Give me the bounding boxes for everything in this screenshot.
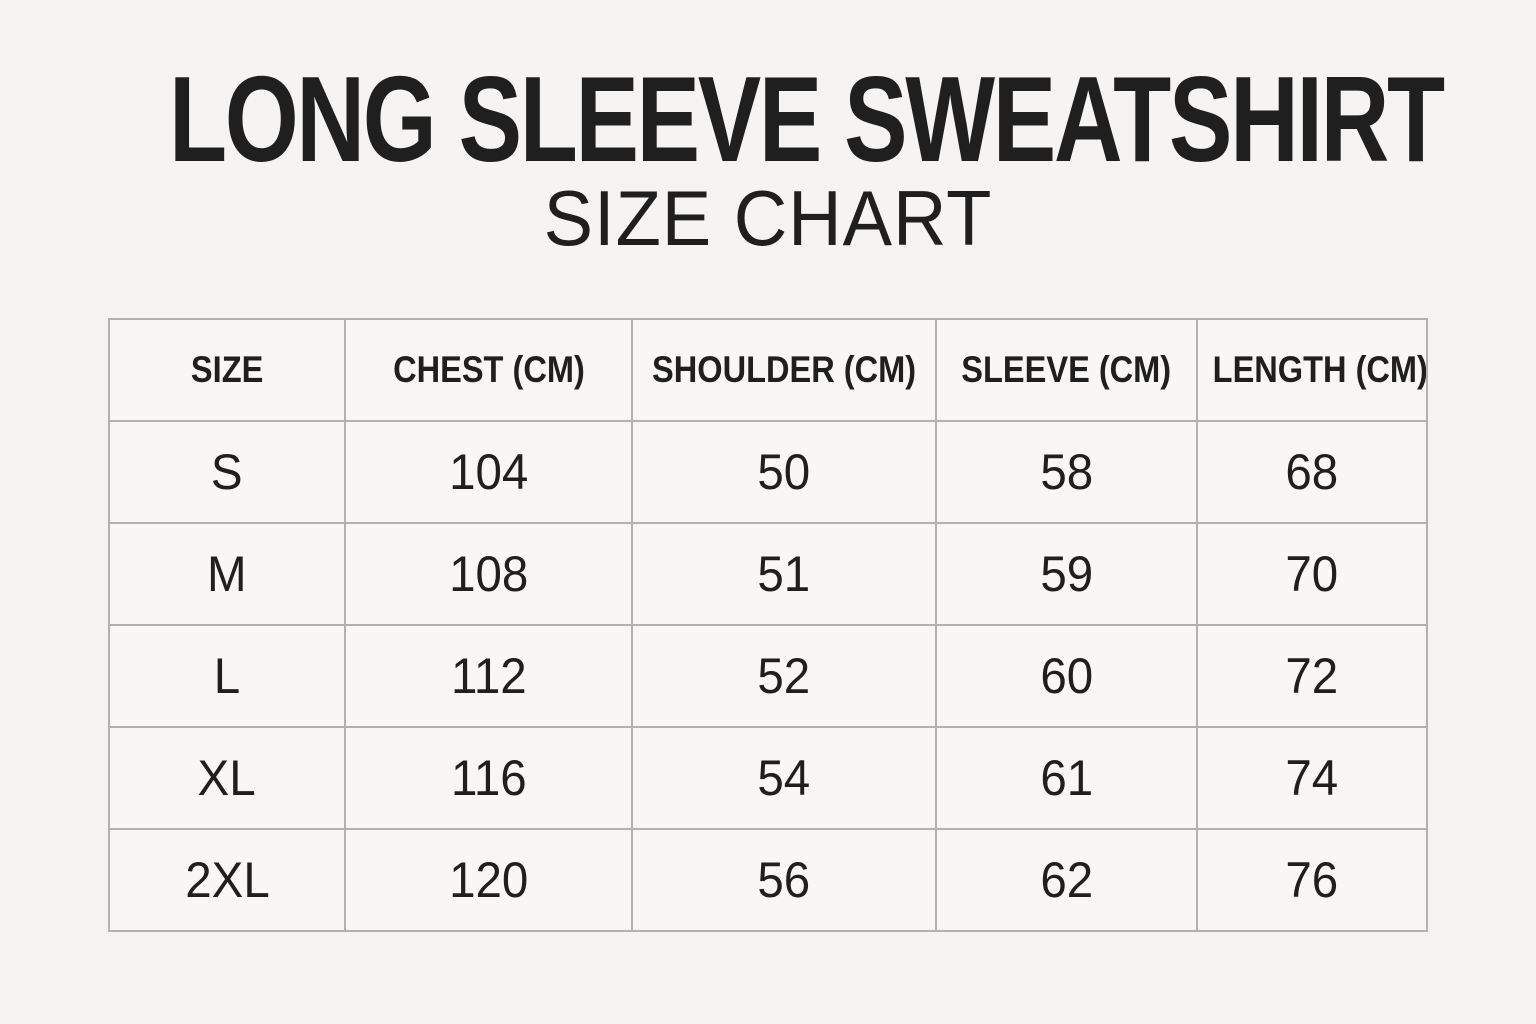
shoulder-value: 50 — [757, 443, 811, 500]
column-header-chest-label: CHEST (CM) — [392, 348, 585, 390]
length-value: 68 — [1285, 443, 1339, 500]
chest-cell: 116 — [344, 725, 633, 830]
size-value: M — [207, 545, 247, 602]
length-cell: 68 — [1196, 419, 1428, 524]
sleeve-cell: 59 — [935, 521, 1198, 626]
column-header-shoulder: SHOULDER (CM) — [631, 317, 937, 422]
shoulder-value: 51 — [757, 545, 811, 602]
sleeve-cell: 62 — [935, 827, 1198, 932]
table-row-l: L 112 52 60 72 — [108, 623, 1428, 728]
sleeve-cell: 60 — [935, 623, 1198, 728]
sleeve-value: 59 — [1040, 545, 1093, 602]
length-value: 72 — [1285, 647, 1339, 704]
column-header-length-label: LENGTH (CM) — [1212, 348, 1427, 390]
column-header-length: LENGTH (CM) — [1196, 317, 1428, 422]
column-header-shoulder-label: SHOULDER (CM) — [651, 348, 917, 390]
shoulder-value: 52 — [757, 647, 811, 704]
shoulder-cell: 51 — [631, 521, 937, 626]
column-header-size: SIZE — [108, 317, 346, 422]
chest-value: 104 — [448, 443, 529, 500]
sleeve-cell: 61 — [935, 725, 1198, 830]
size-cell: XL — [108, 725, 346, 830]
column-header-sleeve-label: SLEEVE (CM) — [961, 348, 1172, 390]
size-cell: 2XL — [108, 827, 346, 932]
shoulder-cell: 54 — [631, 725, 937, 830]
length-cell: 76 — [1196, 827, 1428, 932]
chest-cell: 104 — [344, 419, 633, 524]
chest-value: 108 — [448, 545, 529, 602]
chest-value: 120 — [448, 851, 529, 908]
size-cell: S — [108, 419, 346, 524]
size-value: XL — [197, 749, 257, 806]
sleeve-value: 62 — [1040, 851, 1093, 908]
length-cell: 70 — [1196, 521, 1428, 626]
column-header-sleeve: SLEEVE (CM) — [935, 317, 1198, 422]
size-value: S — [211, 443, 243, 500]
column-header-chest: CHEST (CM) — [344, 317, 633, 422]
length-value: 76 — [1285, 851, 1339, 908]
page-subtitle: SIZE CHART — [543, 174, 993, 263]
sleeve-cell: 58 — [935, 419, 1198, 524]
table-row-m: M 108 51 59 70 — [108, 521, 1428, 626]
shoulder-cell: 50 — [631, 419, 937, 524]
table-row-s: S 104 50 58 68 — [108, 419, 1428, 524]
length-value: 70 — [1285, 545, 1339, 602]
shoulder-value: 56 — [757, 851, 811, 908]
sleeve-value: 58 — [1040, 443, 1093, 500]
size-value: L — [213, 647, 241, 704]
size-value: 2XL — [184, 851, 270, 908]
chest-cell: 120 — [344, 827, 633, 932]
shoulder-value: 54 — [757, 749, 811, 806]
page-title: LONG SLEEVE SWEATSHIRT — [168, 51, 1445, 187]
chest-cell: 108 — [344, 521, 633, 626]
chest-cell: 112 — [344, 623, 633, 728]
table-header-row: SIZE CHEST (CM) SHOULDER (CM) SLEEVE (CM… — [108, 317, 1428, 422]
size-cell: M — [108, 521, 346, 626]
chest-value: 116 — [450, 749, 527, 806]
sleeve-value: 61 — [1040, 749, 1093, 806]
length-cell: 72 — [1196, 623, 1428, 728]
size-table: SIZE CHEST (CM) SHOULDER (CM) SLEEVE (CM… — [108, 317, 1428, 932]
size-cell: L — [108, 623, 346, 728]
column-header-size-label: SIZE — [190, 348, 264, 390]
shoulder-cell: 52 — [631, 623, 937, 728]
table-row-2xl: 2XL 120 56 62 76 — [108, 827, 1428, 932]
sleeve-value: 60 — [1040, 647, 1093, 704]
length-value: 74 — [1285, 749, 1339, 806]
chest-value: 112 — [450, 647, 527, 704]
table-row-xl: XL 116 54 61 74 — [108, 725, 1428, 830]
shoulder-cell: 56 — [631, 827, 937, 932]
length-cell: 74 — [1196, 725, 1428, 830]
